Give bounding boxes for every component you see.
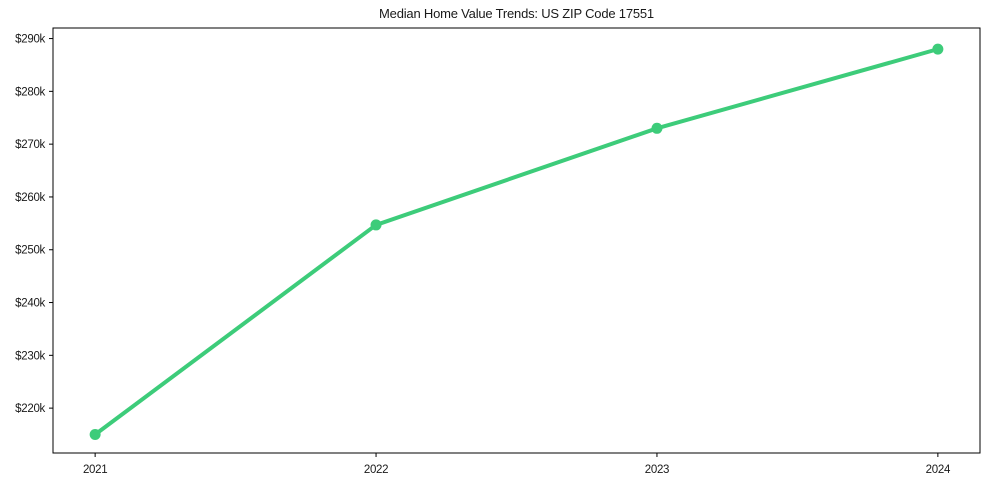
x-tick-label: 2024 [926, 464, 951, 476]
data-line [93, 47, 940, 437]
y-tick-label: $240k [15, 298, 45, 310]
y-tick-label: $280k [15, 86, 45, 98]
plot-border [52, 27, 981, 454]
y-tick-label: $270k [15, 139, 45, 151]
data-point-marker [932, 43, 944, 55]
y-tick-label: $250k [15, 245, 45, 257]
y-tick-label: $220k [15, 403, 45, 415]
y-tick-label: $290k [15, 34, 45, 46]
x-tick-label: 2023 [645, 464, 669, 476]
x-tick-label: 2021 [83, 464, 107, 476]
y-tick-label: $230k [15, 350, 45, 362]
data-point-marker [651, 122, 663, 134]
x-tick-label: 2022 [364, 464, 388, 476]
y-tick-label: $260k [15, 192, 45, 204]
data-point-marker [89, 429, 101, 441]
data-point-marker [370, 219, 382, 231]
chart-title: Median Home Value Trends: US ZIP Code 17… [379, 6, 654, 21]
